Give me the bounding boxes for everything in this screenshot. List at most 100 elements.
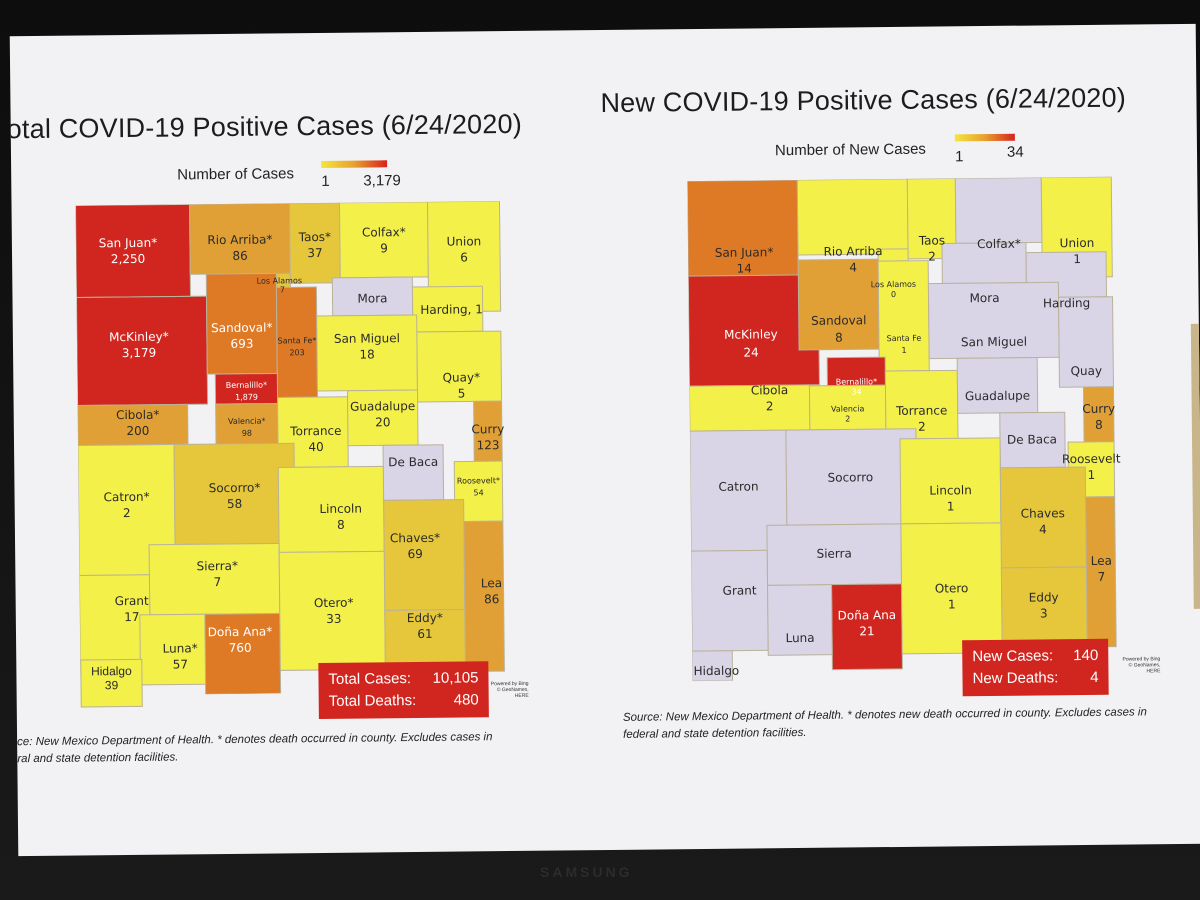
label-chaves: Chaves: [1021, 506, 1065, 520]
left-legend-max: 3,179: [363, 172, 401, 190]
label-sandoval: Sandoval*: [211, 320, 272, 335]
county-grant: [690, 549, 769, 652]
label-eddy: Eddy*: [407, 611, 443, 625]
value-dona-ana: 760: [229, 641, 252, 655]
label-luna: Luna*: [163, 641, 198, 655]
label-curry: Curry: [1082, 402, 1115, 416]
value-sandoval: 693: [230, 337, 253, 351]
label-chaves: Chaves*: [390, 531, 440, 546]
value-curry: 123: [477, 438, 500, 452]
value-rio-arriba: 86: [232, 249, 247, 263]
value-santa-fe: 1: [901, 346, 906, 355]
left-county-map: San Juan* 2,250 Rio Arriba* 86 Taos* 37 …: [75, 200, 505, 696]
left-source-line-2: ral and state detention facilities.: [17, 751, 179, 766]
label-hidalgo: Hidalgo: [90, 663, 132, 679]
county-cibola: [688, 384, 811, 432]
label-hidalgo: Hidalgo: [694, 664, 740, 678]
label-dona-ana: Doña Ana: [838, 608, 897, 623]
left-legend-label: Number of Cases: [177, 165, 295, 184]
value-eddy: 61: [417, 627, 432, 641]
value-otero: 1: [948, 597, 956, 611]
right-legend-min: 1: [954, 148, 964, 166]
value-colfax: 9: [380, 241, 388, 255]
value-san-juan: 14: [736, 261, 751, 275]
left-legend-gradient: [321, 160, 388, 168]
label-rio-arriba: Rio Arriba*: [207, 232, 272, 247]
value-torrance: 2: [918, 420, 926, 434]
value-rio-arriba: 4: [849, 260, 857, 274]
label-eddy: Eddy: [1029, 590, 1059, 604]
value-san-juan: 2,250: [111, 252, 146, 266]
county-guadalupe: [956, 356, 1039, 414]
left-source-note: ce: New Mexico Department of Health. * d…: [17, 729, 493, 768]
value-dona-ana: 21: [859, 624, 874, 638]
total-cases-label: Total Cases:: [328, 670, 412, 688]
value-hidalgo: 39: [104, 678, 119, 693]
label-lea: Lea: [481, 576, 502, 590]
county-otero: [278, 550, 386, 671]
label-los-alamos: Los Alamos: [257, 276, 302, 285]
value-sierra: 7: [214, 575, 222, 589]
new-cases-value: 140: [1073, 646, 1099, 665]
value-chaves: 4: [1039, 522, 1047, 536]
value-lincoln: 8: [337, 518, 345, 532]
new-deaths-value: 4: [1090, 668, 1099, 686]
value-cibola: 2: [766, 399, 774, 413]
value-sandoval: 8: [835, 331, 843, 345]
label-santa-fe: Santa Fe*: [278, 336, 317, 345]
value-cibola: 200: [126, 424, 149, 438]
left-legend-min: 1: [321, 172, 330, 190]
label-roosevelt: Roosevelt*: [457, 476, 500, 485]
label-santa-fe: Santa Fe: [887, 334, 922, 343]
label-mora: Mora: [969, 291, 999, 305]
label-catron: Catron*: [103, 490, 149, 504]
value-lea: 86: [484, 592, 499, 606]
county-hidalgo-tail: Hidalgo 39: [80, 658, 143, 708]
label-quay: Quay*: [443, 370, 481, 384]
label-torrance: Torrance: [895, 403, 947, 418]
label-de-baca: De Baca: [388, 455, 438, 470]
value-taos: 37: [307, 246, 322, 260]
label-union: Union: [1060, 236, 1095, 250]
value-union: 1: [1073, 252, 1081, 266]
county-luna: [139, 613, 207, 686]
value-quay: 5: [458, 386, 466, 400]
label-curry: Curry: [471, 422, 504, 436]
label-union: Union: [447, 234, 482, 248]
value-otero: 33: [326, 612, 341, 626]
label-sierra: Sierra*: [197, 559, 238, 573]
value-los-alamos: 0: [891, 290, 896, 299]
label-quay: Quay: [1070, 364, 1102, 378]
presentation-slide: otal COVID-19 Positive Cases (6/24/2020)…: [9, 23, 1200, 857]
value-luna: 57: [173, 657, 188, 671]
value-chaves: 69: [407, 547, 422, 561]
monitor-brand-logo: SAMSUNG: [540, 864, 633, 880]
value-curry: 8: [1095, 418, 1103, 432]
new-deaths-label: New Deaths:: [972, 669, 1059, 688]
new-cases-label: New Cases:: [972, 647, 1054, 666]
label-dona-ana: Doña Ana*: [208, 625, 273, 640]
value-valencia: 2: [845, 414, 850, 423]
label-grant: Grant: [115, 594, 149, 608]
label-bernalillo: Bernalillo*: [226, 381, 267, 390]
label-sierra: Sierra: [816, 546, 851, 560]
value-mckinley: 3,179: [122, 346, 157, 360]
label-mora: Mora: [357, 291, 387, 305]
label-grant: Grant: [723, 583, 757, 597]
label-lea: Lea: [1091, 554, 1112, 568]
value-roosevelt: 54: [473, 488, 483, 497]
label-lincoln: Lincoln: [319, 502, 362, 516]
right-legend-label: Number of New Cases: [774, 140, 926, 160]
label-bernalillo: Bernalillo*: [836, 377, 877, 386]
value-bernalillo: 34: [851, 387, 861, 396]
county-chaves: [383, 498, 466, 611]
label-cibola: Cibola: [751, 383, 789, 397]
label-cibola: Cibola*: [116, 408, 160, 422]
county-de-baca: [382, 444, 445, 501]
right-title: New COVID-19 Positive Cases (6/24/2020): [600, 82, 1127, 119]
label-otero: Otero*: [314, 596, 354, 610]
label-taos: Taos*: [298, 230, 331, 244]
label-sandoval: Sandoval: [811, 313, 866, 328]
label-harding: Harding, 1: [420, 302, 483, 317]
value-socorro: 58: [227, 497, 242, 511]
